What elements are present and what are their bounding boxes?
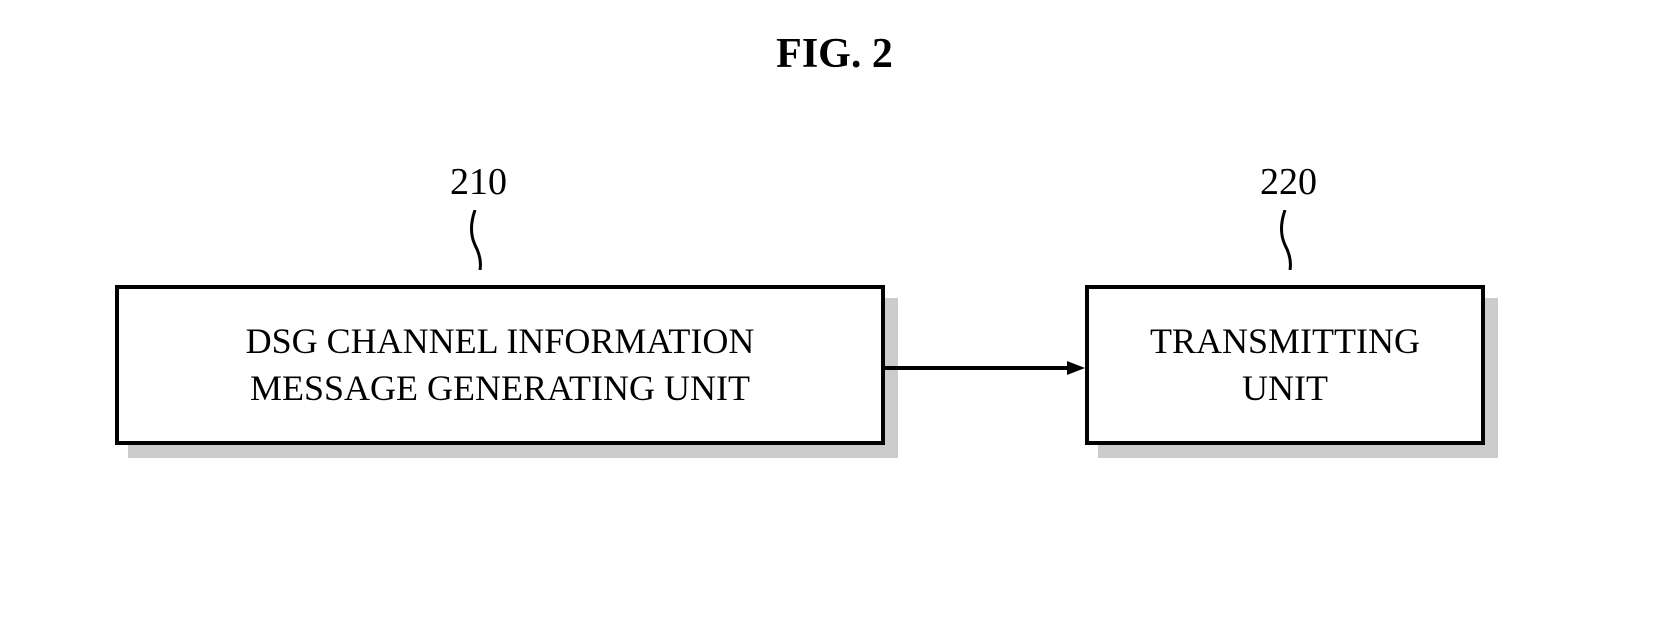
box-generating-unit: DSG CHANNEL INFORMATION MESSAGE GENERATI… (115, 285, 885, 445)
ref-label-220: 220 (1260, 160, 1317, 204)
figure-title: FIG. 2 (776, 30, 893, 78)
box-transmitting-unit-label: TRANSMITTING UNIT (1150, 318, 1420, 412)
ref-label-210: 210 (450, 160, 507, 204)
arrow-edge (885, 358, 1085, 378)
ref-curve-210 (460, 210, 500, 270)
box-generating-unit-label: DSG CHANNEL INFORMATION MESSAGE GENERATI… (246, 318, 755, 412)
ref-curve-220 (1270, 210, 1310, 270)
box-transmitting-unit: TRANSMITTING UNIT (1085, 285, 1485, 445)
